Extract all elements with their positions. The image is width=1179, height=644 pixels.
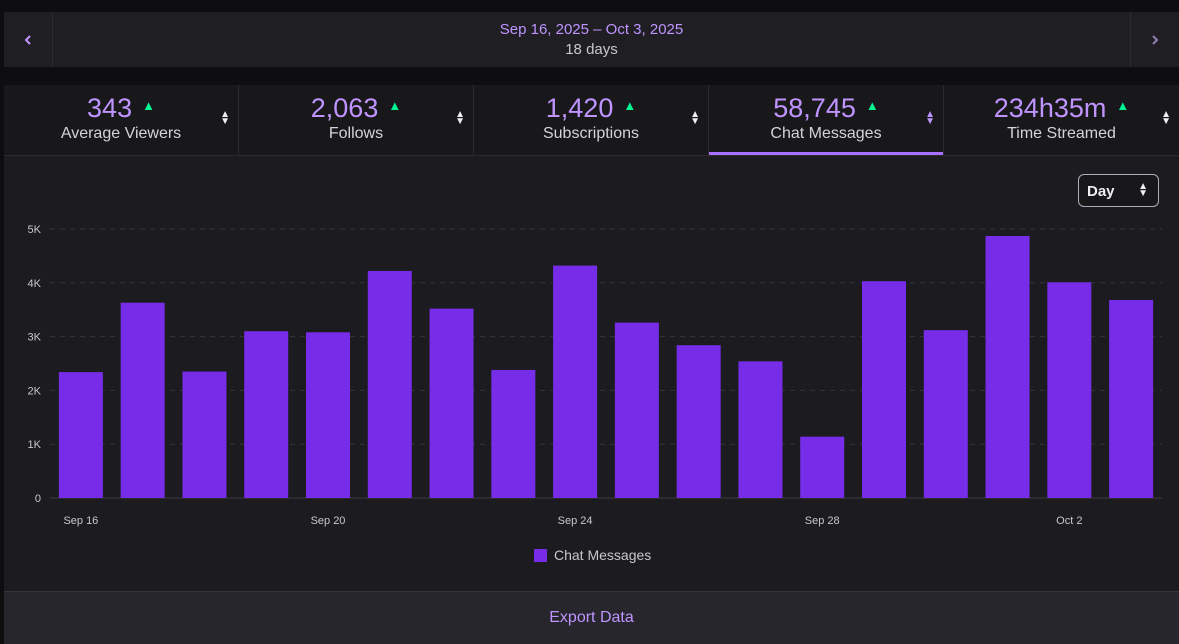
bar-sep-17[interactable] xyxy=(120,302,165,498)
stat-tab-follows[interactable]: 2,063 ▲ Follows ▲ ▼ xyxy=(239,85,474,155)
sort-icon[interactable]: ▲ ▼ xyxy=(220,109,230,127)
y-tick-label: 1K xyxy=(28,439,42,451)
granularity-select[interactable]: Day ▲ ▼ xyxy=(1078,174,1159,207)
stat-tabs: 343 ▲ Average Viewers ▲ ▼ 2,063 ▲ Follows… xyxy=(4,85,1179,156)
legend-label: Chat Messages xyxy=(554,547,652,563)
bar-sep-22[interactable] xyxy=(429,308,474,498)
y-tick-label: 4K xyxy=(28,278,42,290)
trend-up-icon: ▲ xyxy=(865,97,879,113)
y-tick-label: 2K xyxy=(28,385,42,397)
date-range-display: Sep 16, 2025 – Oct 3, 2025 18 days xyxy=(52,12,1131,67)
x-tick-label: Sep 20 xyxy=(311,515,346,527)
stat-value: 58,745 xyxy=(773,93,856,123)
export-data-button[interactable]: Export Data xyxy=(4,591,1179,644)
export-data-label: Export Data xyxy=(549,609,634,626)
chevron-right-icon xyxy=(1152,34,1159,45)
bar-sep-20[interactable] xyxy=(306,332,350,498)
stats-panel: 343 ▲ Average Viewers ▲ ▼ 2,063 ▲ Follows… xyxy=(4,85,1179,644)
bar-sep-29[interactable] xyxy=(862,281,906,498)
x-tick-label: Sep 28 xyxy=(805,515,840,527)
bar-sep-24[interactable] xyxy=(553,265,598,498)
bar-oct-1[interactable] xyxy=(985,235,1030,498)
stat-tab-chat-messages[interactable]: 58,745 ▲ Chat Messages ▲ ▼ xyxy=(709,85,944,155)
y-tick-label: 3K xyxy=(28,332,42,344)
y-tick-label: 5K xyxy=(28,224,42,236)
date-range-text: Sep 16, 2025 – Oct 3, 2025 xyxy=(499,20,684,38)
next-period-button[interactable] xyxy=(1130,12,1179,67)
stat-label: Chat Messages xyxy=(770,125,882,142)
trend-up-icon: ▲ xyxy=(142,97,155,113)
stat-value: 234h35m xyxy=(993,93,1107,123)
stat-value: 1,420 xyxy=(545,93,614,123)
bar-sep-21[interactable] xyxy=(367,270,412,498)
y-tick-label: 0 xyxy=(35,493,41,505)
sort-icon[interactable]: ▲ ▼ xyxy=(455,109,465,127)
sort-icon[interactable]: ▲ ▼ xyxy=(925,109,935,127)
bar-sep-16[interactable] xyxy=(58,372,103,498)
bar-sep-23[interactable] xyxy=(491,369,536,498)
active-tab-indicator xyxy=(709,152,943,155)
bar-sep-28[interactable] xyxy=(800,436,845,498)
stat-tab-average-viewers[interactable]: 343 ▲ Average Viewers ▲ ▼ xyxy=(4,85,239,155)
date-range-days: 18 days xyxy=(565,40,618,58)
bar-sep-18[interactable] xyxy=(182,371,227,498)
sort-icon[interactable]: ▲ ▼ xyxy=(690,109,700,127)
x-tick-label: Oct 2 xyxy=(1056,515,1082,527)
trend-up-icon: ▲ xyxy=(623,97,637,113)
stat-value: 343 xyxy=(87,93,133,123)
chevron-left-icon xyxy=(24,34,31,45)
stat-label: Follows xyxy=(328,125,384,142)
bar-sep-30[interactable] xyxy=(923,330,968,498)
trend-up-icon: ▲ xyxy=(1116,97,1130,113)
stat-value: 2,063 xyxy=(310,93,379,123)
stat-label: Average Viewers xyxy=(60,125,182,142)
bar-sep-26[interactable] xyxy=(676,345,721,498)
x-tick-label: Sep 16 xyxy=(63,515,98,527)
chart-legend[interactable]: Chat Messages xyxy=(534,547,651,563)
stat-tab-time-streamed[interactable]: 234h35m ▲ Time Streamed ▲ ▼ xyxy=(944,85,1179,155)
trend-up-icon: ▲ xyxy=(388,97,402,113)
previous-period-button[interactable] xyxy=(4,12,53,67)
bar-sep-19[interactable] xyxy=(244,331,289,498)
bar-sep-25[interactable] xyxy=(614,322,659,498)
stat-label: Subscriptions xyxy=(542,125,640,142)
stat-label: Time Streamed xyxy=(1007,125,1116,142)
bar-sep-27[interactable] xyxy=(738,361,783,498)
chat-messages-chart: 0 1K 2K 3K 4K 5K Sep 16 Sep 20 Sep 24 Sep 28 Oct 2 xyxy=(28,224,1162,527)
bar-oct-2[interactable] xyxy=(1047,282,1092,498)
select-caret-icon: ▲ ▼ xyxy=(1138,181,1148,199)
granularity-value: Day xyxy=(1087,183,1115,200)
sort-icon[interactable]: ▲ ▼ xyxy=(1161,109,1171,127)
bar-oct-3[interactable] xyxy=(1109,300,1154,498)
legend-swatch xyxy=(534,548,547,562)
stat-tab-subscriptions[interactable]: 1,420 ▲ Subscriptions ▲ ▼ xyxy=(474,85,709,155)
x-tick-label: Sep 24 xyxy=(558,515,593,527)
date-range-bar: Sep 16, 2025 – Oct 3, 2025 18 days xyxy=(4,12,1179,67)
